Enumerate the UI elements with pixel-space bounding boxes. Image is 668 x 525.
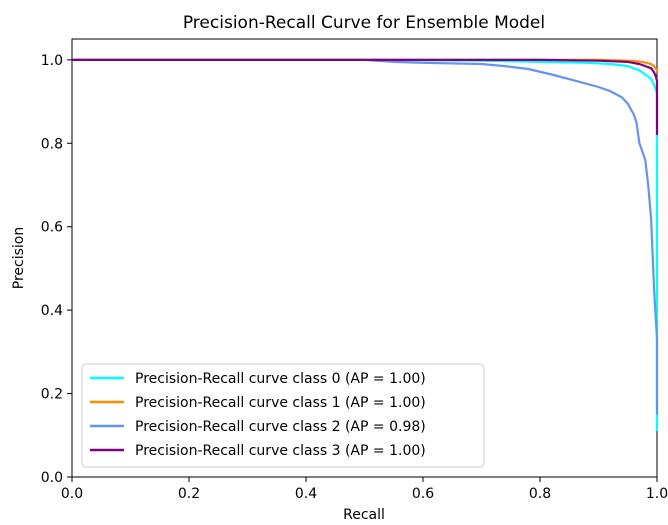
series-line-class-3 [72, 58, 659, 135]
legend-label-class-2: Precision-Recall curve class 2 (AP = 0.9… [135, 419, 426, 435]
legend-label-class-0: Precision-Recall curve class 0 (AP = 1.0… [135, 371, 426, 387]
y-tick-label: 0.0 [41, 470, 63, 486]
x-tick-label: 0.8 [529, 486, 551, 502]
x-axis-label: Recall [343, 507, 385, 523]
y-axis: 0.0 0.2 0.4 0.6 0.8 1.0 [41, 53, 72, 486]
y-tick-label: 0.4 [41, 303, 63, 319]
series-layer [72, 58, 659, 432]
x-axis: 0.0 0.2 0.4 0.6 0.8 1.0 [61, 477, 668, 502]
chart-title: Precision-Recall Curve for Ensemble Mode… [183, 13, 545, 33]
y-tick-label: 0.8 [41, 136, 63, 152]
legend-label-class-3: Precision-Recall curve class 3 (AP = 1.0… [135, 443, 426, 459]
legend-frame [81, 363, 485, 468]
y-tick-label: 0.2 [41, 387, 63, 403]
x-tick-label: 1.0 [646, 486, 668, 502]
y-tick-label: 0.6 [41, 220, 63, 236]
x-tick-label: 0.0 [61, 486, 83, 502]
x-tick-label: 0.4 [295, 486, 317, 502]
series-line-class-2 [72, 58, 659, 415]
y-axis-label: Precision [11, 227, 27, 289]
x-tick-label: 0.6 [412, 486, 434, 502]
legend: Precision-Recall curve class 0 (AP = 1.0… [81, 363, 485, 468]
x-tick-label: 0.2 [178, 486, 200, 502]
y-tick-label: 1.0 [41, 53, 63, 69]
legend-label-class-1: Precision-Recall curve class 1 (AP = 1.0… [135, 395, 426, 411]
